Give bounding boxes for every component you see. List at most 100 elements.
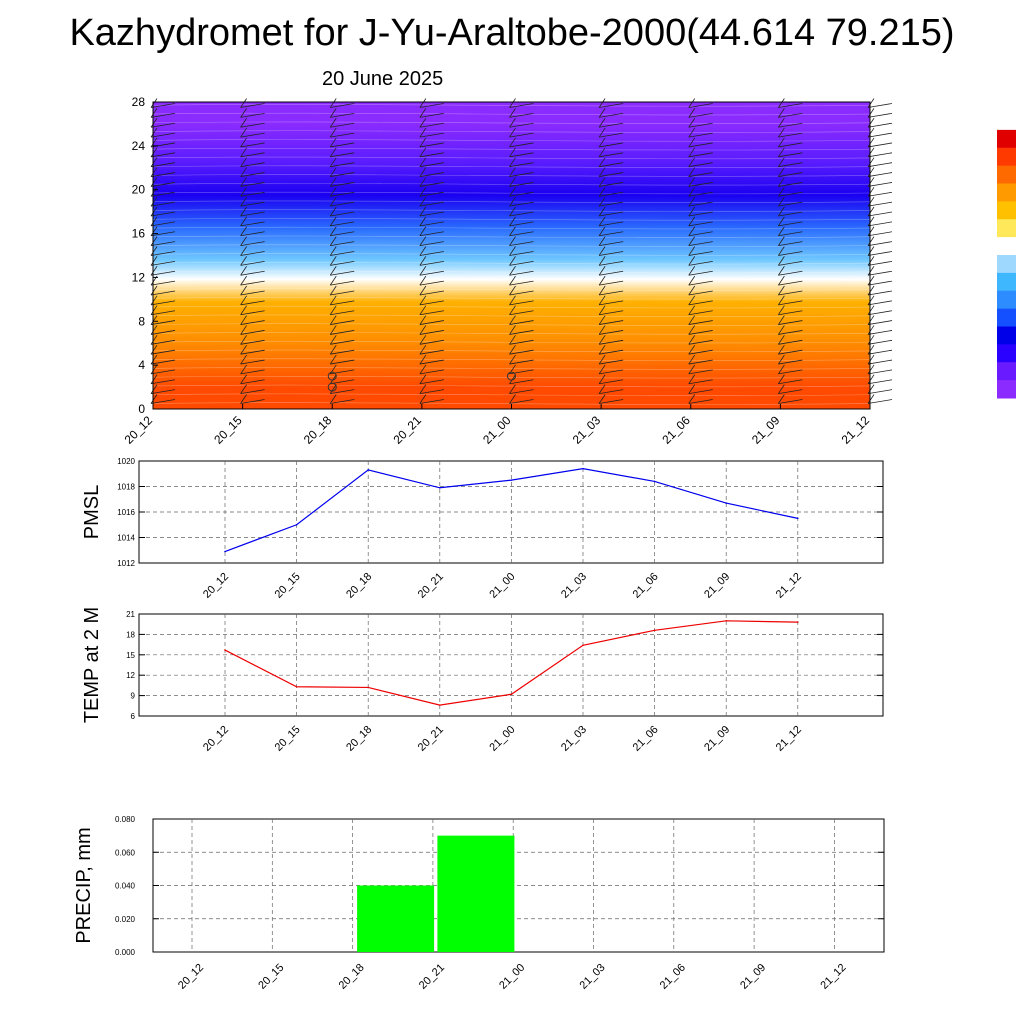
calm-marker — [327, 371, 337, 381]
wind-barb-flag — [598, 305, 606, 315]
wind-barb-flag — [867, 315, 875, 325]
wind-barb-flag — [240, 266, 247, 276]
wind-barb-flag — [150, 354, 158, 365]
isoline — [152, 349, 871, 353]
wind-barb — [688, 389, 713, 395]
wind-barb-flag — [598, 384, 606, 394]
wind-barb-flag — [150, 157, 158, 167]
wind-barb — [599, 241, 624, 247]
wind-barb-flag — [688, 147, 696, 158]
wind-barb — [419, 270, 444, 276]
wind-barb — [419, 191, 444, 197]
wind-barb — [330, 339, 355, 345]
wind-barb-flag — [688, 127, 696, 138]
x-tick-label: 20_12 — [122, 413, 156, 447]
wind-barb-flag — [509, 147, 516, 158]
wind-barb-flag — [598, 117, 606, 128]
y-tick-label: 0.080 — [115, 815, 136, 824]
wind-barb — [509, 389, 534, 395]
wind-barb-flag — [150, 127, 158, 138]
wind-barb-flag — [329, 354, 337, 365]
wind-barb — [509, 320, 534, 325]
wind-barb-flag — [688, 226, 696, 236]
wind-barb-flag — [240, 108, 247, 118]
wind-barb-flag — [867, 335, 875, 345]
wind-barb-flag — [598, 394, 606, 404]
wind-barb-flag — [150, 344, 158, 355]
wind-barb-flag — [240, 315, 247, 325]
wind-barb — [509, 300, 534, 306]
wind-barb — [778, 389, 803, 395]
wind-barb — [599, 132, 624, 138]
pmsl-point — [295, 523, 298, 526]
wind-barb — [778, 320, 803, 325]
wind-barb-flag — [688, 187, 696, 197]
pmsl-point — [797, 517, 799, 520]
wind-barb — [330, 280, 355, 286]
wind-barb — [599, 359, 624, 365]
wind-barb — [867, 251, 893, 256]
temp-point — [725, 620, 727, 622]
wind-barb — [419, 112, 444, 118]
wind-barb — [509, 270, 534, 276]
wind-barb-flag — [419, 344, 427, 355]
wind-barb — [419, 260, 444, 266]
wind-barb-flag — [867, 394, 875, 404]
wind-barb — [150, 270, 176, 276]
wind-barb-flag — [598, 98, 606, 108]
wind-barb — [330, 172, 355, 177]
wind-barb-flag — [598, 216, 606, 227]
x-tick-label: 20_15 — [256, 962, 286, 992]
wind-barb — [419, 320, 444, 325]
wind-barb-flag — [778, 108, 785, 118]
wind-barb-flag — [598, 206, 606, 217]
isoline — [152, 121, 871, 124]
wind-barb — [778, 310, 803, 316]
wind-barb-flag — [867, 384, 875, 394]
wind-barb — [599, 122, 624, 128]
wind-barb — [778, 359, 803, 365]
wind-barb — [778, 280, 803, 286]
wind-barb-flag — [329, 275, 337, 286]
wind-barb-flag — [240, 295, 247, 306]
y-tick-label: 1020 — [117, 457, 135, 466]
wind-barb-flag — [419, 108, 427, 118]
wind-barb-flag — [329, 137, 337, 148]
wind-barb — [509, 241, 534, 247]
colorbar-swatch — [997, 255, 1016, 274]
wind-barb-flag — [867, 246, 875, 256]
wind-barb-flag — [509, 394, 516, 404]
wind-barb — [867, 231, 893, 237]
colorbar-swatch — [997, 326, 1016, 345]
wind-barb-flag — [240, 246, 247, 256]
wind-barb — [419, 103, 444, 108]
wind-barb-flag — [598, 236, 606, 246]
wind-barb — [688, 172, 713, 177]
wind-barb-flag — [778, 384, 785, 394]
wind-barb — [688, 349, 713, 355]
wind-barb-flag — [329, 157, 337, 167]
wind-barb-flag — [598, 256, 606, 266]
wind-barb-flag — [509, 187, 516, 197]
wind-barb — [150, 399, 176, 404]
wind-barb — [778, 142, 803, 148]
wind-barb — [599, 270, 624, 276]
wind-barb-flag — [419, 167, 427, 177]
wind-barb-flag — [150, 137, 158, 148]
temp-point — [367, 686, 370, 689]
wind-barb-flag — [509, 354, 516, 365]
wind-barb-flag — [598, 196, 606, 207]
wind-barb-flag — [778, 226, 785, 236]
isoline — [152, 358, 871, 361]
wind-barb-flag — [598, 167, 606, 177]
pmsl-point — [725, 502, 727, 504]
wind-barb — [599, 152, 624, 158]
wind-barb — [330, 162, 355, 168]
wind-barb-flag — [329, 295, 337, 306]
wind-barb — [330, 260, 355, 266]
wind-barb — [509, 359, 534, 365]
wind-barb-flag — [688, 196, 696, 207]
x-tick-label: 21_09 — [738, 962, 768, 992]
colorbar-swatch — [997, 290, 1016, 310]
